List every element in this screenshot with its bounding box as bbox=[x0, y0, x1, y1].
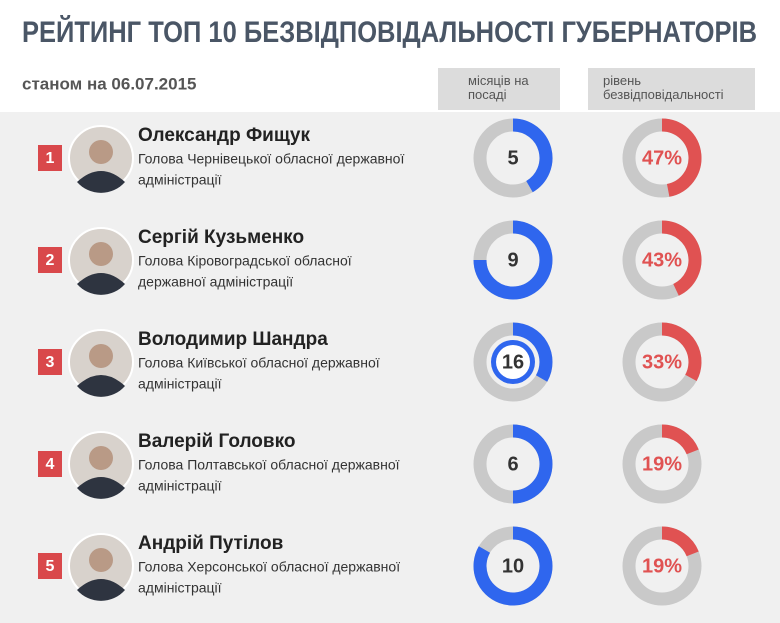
position: адміністрації bbox=[138, 478, 222, 494]
name: Олександр Фищук bbox=[138, 125, 310, 146]
position: Голова Полтавської обласної державної bbox=[138, 457, 400, 473]
rank: 1 bbox=[46, 150, 55, 167]
header-months: місяців на посаді bbox=[468, 73, 529, 102]
rank: 5 bbox=[46, 558, 55, 575]
months-label: 6 bbox=[507, 453, 518, 475]
months-arc bbox=[512, 118, 553, 193]
position: Голова Кіровоградської обласної bbox=[138, 253, 352, 269]
percent-arc bbox=[661, 526, 699, 557]
percent-label: 33% bbox=[642, 351, 682, 373]
photo-body bbox=[77, 273, 125, 295]
photo-body bbox=[77, 171, 125, 193]
name: Сергій Кузьменко bbox=[138, 227, 304, 248]
rank: 2 bbox=[46, 252, 55, 269]
months-label: 16 bbox=[502, 351, 524, 373]
name: Валерій Головко bbox=[138, 431, 295, 452]
position: Голова Чернівецької обласної державної bbox=[138, 151, 404, 167]
position: адміністрації bbox=[138, 580, 222, 596]
photo-body bbox=[77, 477, 125, 499]
rank-box bbox=[38, 451, 62, 477]
months-label: 5 bbox=[507, 147, 518, 169]
header-percent: рівень безвідповідальності bbox=[603, 73, 724, 102]
photo-body bbox=[77, 579, 125, 601]
name: Володимир Шандра bbox=[138, 329, 328, 350]
percent-arc bbox=[661, 322, 702, 382]
header-box bbox=[588, 68, 755, 110]
months-label: 10 bbox=[502, 555, 524, 577]
photo-head bbox=[89, 242, 113, 266]
position: Голова Київської обласної державної bbox=[138, 355, 380, 371]
rank: 3 bbox=[46, 354, 55, 371]
rank-box bbox=[38, 349, 62, 375]
percent-arc bbox=[661, 118, 702, 197]
percent-label: 47% bbox=[642, 147, 682, 169]
date: станом на 06.07.2015 bbox=[22, 74, 197, 93]
photo-head bbox=[89, 548, 113, 572]
position: адміністрації bbox=[138, 172, 222, 188]
photo-body bbox=[77, 375, 125, 397]
rank-box bbox=[38, 247, 62, 273]
percent-label: 19% bbox=[642, 555, 682, 577]
rank-box bbox=[38, 145, 62, 171]
position: Голова Херсонської обласної державної bbox=[138, 559, 400, 575]
name: Андрій Путілов bbox=[138, 533, 283, 554]
percent-label: 19% bbox=[642, 453, 682, 475]
months-arc bbox=[473, 220, 553, 300]
months-inner bbox=[496, 345, 530, 379]
photo-head bbox=[89, 140, 113, 164]
rank: 4 bbox=[46, 456, 55, 473]
photo-head bbox=[89, 344, 113, 368]
title: РЕЙТИНГ ТОП 10 БЕЗВІДПОВІДАЛЬНОСТІ ГУБЕР… bbox=[22, 15, 757, 49]
position: адміністрації bbox=[138, 376, 222, 392]
header-box bbox=[438, 68, 560, 110]
percent-label: 43% bbox=[642, 249, 682, 271]
position: державної адміністрації bbox=[138, 274, 293, 290]
percent-arc bbox=[661, 424, 699, 455]
months-arc bbox=[473, 526, 553, 606]
percent-arc bbox=[661, 220, 702, 296]
months-label: 9 bbox=[507, 249, 518, 271]
months-arc bbox=[512, 424, 553, 504]
rank-box bbox=[38, 553, 62, 579]
months-arc bbox=[512, 322, 553, 382]
photo-head bbox=[89, 446, 113, 470]
